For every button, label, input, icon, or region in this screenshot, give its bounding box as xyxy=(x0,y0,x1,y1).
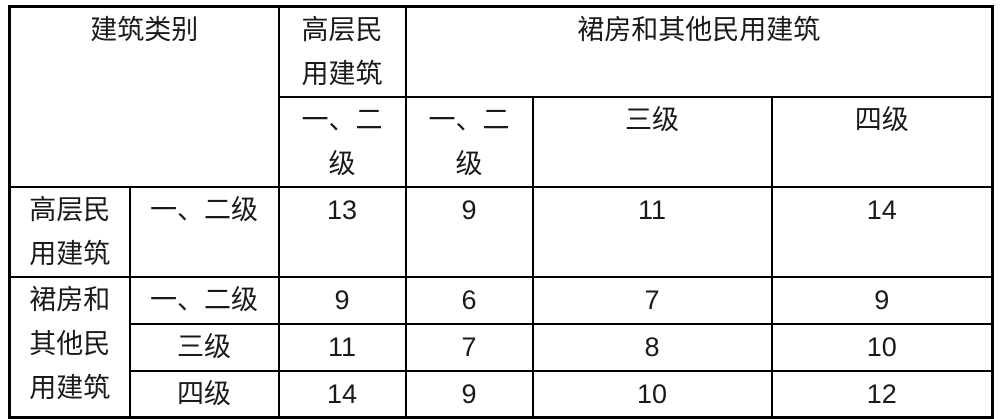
value-cell: 13 xyxy=(277,186,407,278)
value-cell: 7 xyxy=(531,276,773,325)
value-cell: 10 xyxy=(770,323,994,372)
value-cell: 11 xyxy=(531,186,773,278)
value-cell: 7 xyxy=(404,323,534,372)
value-cell: 9 xyxy=(277,276,407,325)
table-row-podium-grade3: 三级 11 7 8 10 xyxy=(10,323,994,372)
row-grade-cell: 一、二级 xyxy=(128,186,280,278)
fire-separation-distance-table: 建筑类别 高层民 用建筑 裙房和其他民用建筑 一、二 级 一、二 级 三级 四级… xyxy=(8,5,994,419)
row-grade-cell: 四级 xyxy=(128,370,280,419)
subheader-podium-grade12: 一、二 级 xyxy=(404,96,534,188)
subheader-podium-grade3: 三级 xyxy=(531,96,773,188)
value-cell: 14 xyxy=(770,186,994,278)
header-podium-group: 裙房和其他民用建筑 xyxy=(404,5,994,98)
value-cell: 6 xyxy=(404,276,534,325)
row-category-highrise: 高层民 用建筑 xyxy=(8,186,131,278)
value-cell: 12 xyxy=(770,370,994,419)
table-row-highrise: 高层民 用建筑 一、二级 13 9 11 14 xyxy=(8,186,994,278)
value-cell: 14 xyxy=(277,370,407,419)
table-row-podium-grade4: 四级 14 9 10 12 xyxy=(10,370,994,419)
value-cell: 9 xyxy=(770,276,994,325)
row-grade-cell: 一、二级 xyxy=(128,276,280,325)
document-page: 建筑类别 高层民 用建筑 裙房和其他民用建筑 一、二 级 一、二 级 三级 四级… xyxy=(8,5,994,419)
row-grade-cell: 三级 xyxy=(128,323,280,372)
header-highrise-group: 高层民 用建筑 xyxy=(277,5,407,98)
row-category-podium: 裙房和 其他民 用建筑 xyxy=(8,276,131,419)
value-cell: 9 xyxy=(404,186,534,278)
value-cell: 11 xyxy=(277,323,407,372)
value-cell: 9 xyxy=(404,370,534,419)
value-cell: 10 xyxy=(531,370,773,419)
subheader-podium-grade4: 四级 xyxy=(770,96,994,188)
table-row-podium-grade12: 裙房和 其他民 用建筑 一、二级 9 6 7 9 xyxy=(8,276,994,419)
subheader-highrise-grade12: 一、二 级 xyxy=(277,96,407,188)
value-cell: 8 xyxy=(531,323,773,372)
header-row-grades: 一、二 级 一、二 级 三级 四级 xyxy=(10,96,994,188)
header-row-groups: 建筑类别 高层民 用建筑 裙房和其他民用建筑 xyxy=(8,5,994,188)
header-building-category: 建筑类别 xyxy=(8,5,280,188)
